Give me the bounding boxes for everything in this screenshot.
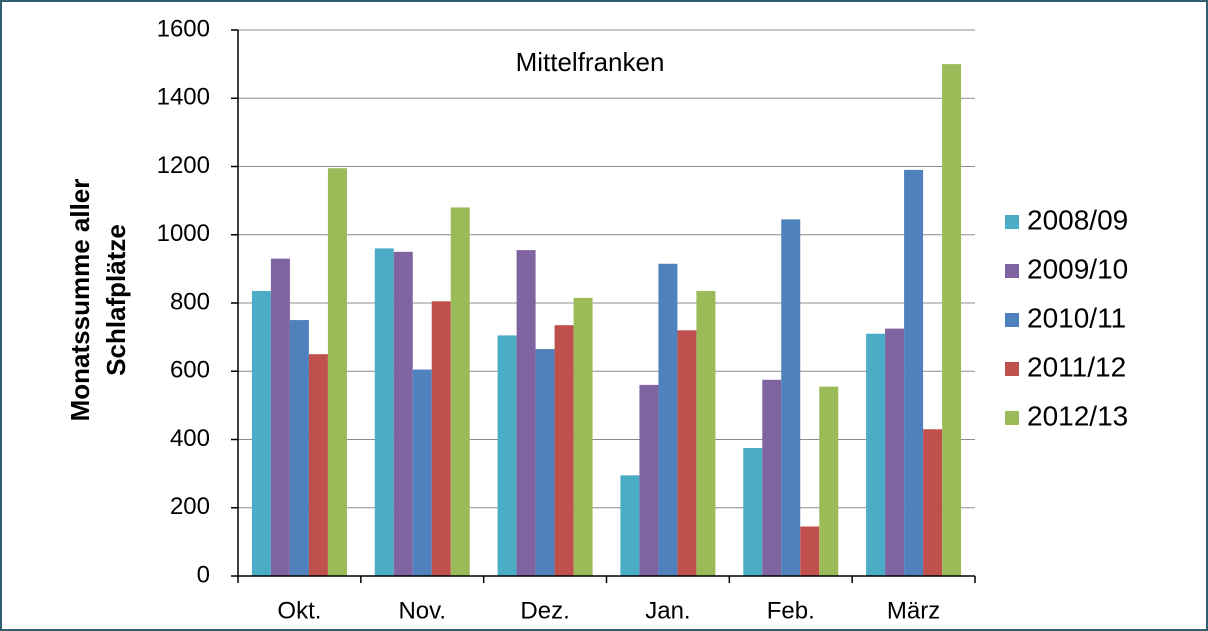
x-tick-label: Dez. xyxy=(520,597,569,624)
legend-label: 2011/12 xyxy=(1027,351,1126,382)
bar xyxy=(516,250,536,576)
legend-label: 2012/13 xyxy=(1027,400,1128,431)
y-tick-label: 1400 xyxy=(157,84,210,111)
y-axis-label: Monatssumme aller Schlafplätze xyxy=(65,179,131,422)
legend-label: 2008/09 xyxy=(1027,204,1128,235)
legend-swatch xyxy=(1005,411,1019,425)
bar xyxy=(497,335,517,576)
legend-label: 2009/10 xyxy=(1027,253,1128,284)
bar xyxy=(762,379,782,576)
bar xyxy=(866,333,886,576)
bar xyxy=(327,168,347,577)
legend-swatch xyxy=(1005,215,1019,229)
x-tick-label: Feb. xyxy=(767,597,815,624)
bar xyxy=(270,258,290,576)
bar xyxy=(639,384,659,576)
bar xyxy=(251,291,271,576)
bar xyxy=(923,429,943,576)
bar xyxy=(696,291,716,576)
bar xyxy=(412,369,432,576)
legend-swatch xyxy=(1005,362,1019,376)
bar xyxy=(743,448,763,576)
chart-title: Mittelfranken xyxy=(516,47,665,77)
bar xyxy=(554,325,574,576)
x-tick-label: Nov. xyxy=(398,597,446,624)
bar xyxy=(374,248,394,576)
bar xyxy=(885,328,905,576)
bar xyxy=(450,207,470,576)
bar xyxy=(800,526,820,576)
legend-swatch xyxy=(1005,264,1019,278)
bar xyxy=(535,349,555,576)
bar xyxy=(904,169,924,576)
bar xyxy=(620,475,640,576)
bar xyxy=(658,263,678,576)
y-tick-label: 0 xyxy=(197,561,210,588)
y-tick-label: 1000 xyxy=(157,220,210,247)
bar xyxy=(431,301,451,576)
bar xyxy=(781,219,801,577)
y-tick-label: 1200 xyxy=(157,152,210,179)
x-tick-label: März xyxy=(887,597,940,624)
x-tick-label: Jan. xyxy=(645,597,690,624)
y-label-line: Monatssumme aller xyxy=(65,179,95,422)
y-label-line: Schlafplätze xyxy=(101,224,131,376)
bar xyxy=(289,320,309,576)
bar xyxy=(308,354,328,576)
bar xyxy=(573,297,593,576)
y-tick-label: 1600 xyxy=(157,15,210,42)
y-tick-label: 400 xyxy=(170,425,210,452)
y-tick-label: 200 xyxy=(170,493,210,520)
legend-label: 2010/11 xyxy=(1027,302,1126,333)
bar xyxy=(942,64,962,576)
y-tick-label: 800 xyxy=(170,288,210,315)
bar xyxy=(677,330,697,576)
bar xyxy=(393,251,413,576)
legend-swatch xyxy=(1005,313,1019,327)
bar xyxy=(819,386,839,576)
y-tick-label: 600 xyxy=(170,357,210,384)
x-tick-label: Okt. xyxy=(277,597,321,624)
